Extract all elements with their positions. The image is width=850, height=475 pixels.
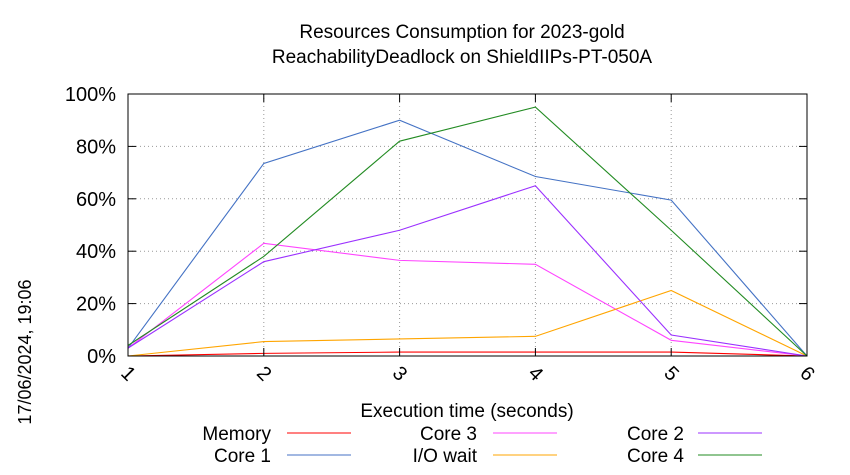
series-line-core-2 [127, 185, 808, 357]
timestamp-label: 17/06/2024, 19:06 [15, 279, 35, 424]
y-tick-label: 80% [76, 136, 116, 158]
x-axis-label: Execution time (seconds) [360, 401, 573, 422]
series-line-core-3 [127, 242, 808, 357]
y-tick-label: 40% [76, 241, 116, 263]
chart-title: Resources Consumption for 2023-gold [299, 22, 624, 43]
legend-label-memory: Memory [202, 424, 271, 445]
x-tick-label: 2 [252, 362, 275, 385]
series-line-core-4 [127, 106, 808, 357]
series-line-memory [127, 351, 808, 357]
x-tick-label: 6 [795, 362, 818, 385]
legend-label-core-1: Core 1 [214, 446, 271, 467]
series-line-i-o-wait [127, 289, 808, 357]
legend-label-core-4: Core 4 [627, 446, 684, 467]
legend-label-core-3: Core 3 [420, 424, 477, 445]
y-tick-label: 100% [65, 84, 116, 106]
x-tick-label: 5 [659, 362, 682, 385]
series-lines [127, 106, 808, 357]
grid [128, 94, 807, 356]
y-tick-label: 0% [87, 346, 116, 368]
y-axis-ticks: 0% 20% 40% 60% 80% 100% [65, 84, 807, 368]
legend-label-i-o-wait: I/O wait [413, 446, 478, 467]
chart-subtitle: ReachabilityDeadlock on ShieldIIPs-PT-05… [272, 47, 653, 68]
y-tick-label: 60% [76, 189, 116, 211]
series-line-core-1 [127, 119, 808, 357]
x-tick-label: 3 [388, 362, 411, 385]
x-tick-label: 1 [116, 362, 139, 385]
plot-border [127, 93, 808, 357]
legend-label-core-2: Core 2 [627, 424, 684, 445]
x-tick-label: 4 [524, 362, 547, 385]
y-tick-label: 20% [76, 294, 116, 316]
